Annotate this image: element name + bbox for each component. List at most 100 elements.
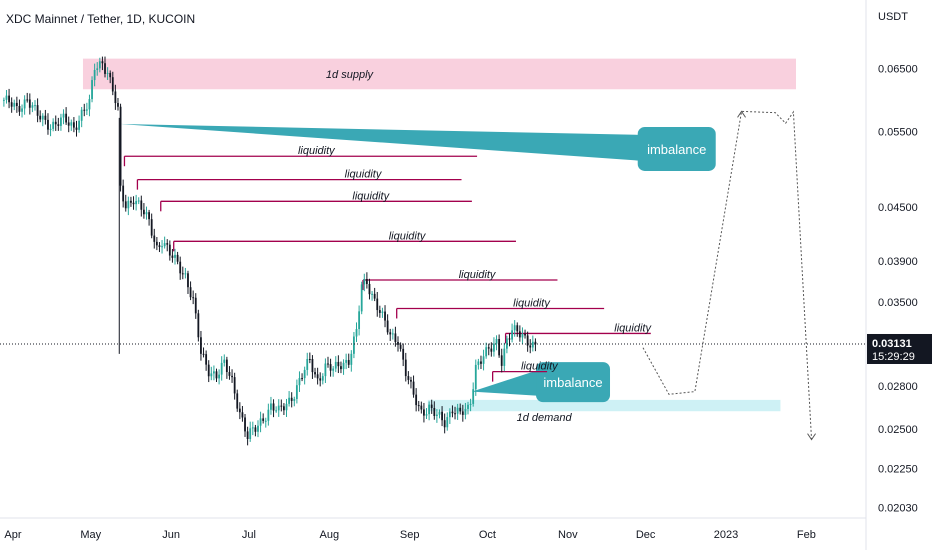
- candle-body: [65, 113, 68, 123]
- candle-body: [358, 311, 361, 330]
- candle: [342, 359, 345, 375]
- candle: [264, 417, 267, 428]
- candle: [410, 376, 412, 389]
- candle-body: [283, 406, 285, 411]
- candle-body: [371, 293, 373, 295]
- candle: [31, 102, 34, 113]
- candle: [54, 115, 57, 131]
- candle: [47, 113, 49, 135]
- candle-body: [264, 420, 267, 422]
- candle-body: [469, 403, 472, 405]
- candle-body: [23, 99, 26, 109]
- imbalance-callout: [536, 362, 611, 403]
- x-tick-label: Dec: [636, 529, 656, 541]
- candle-body: [137, 200, 140, 202]
- candle: [365, 272, 368, 289]
- candle: [420, 401, 423, 414]
- candle-body: [34, 105, 36, 107]
- candle: [171, 248, 174, 263]
- candle-body: [399, 344, 402, 349]
- candle-body: [412, 381, 415, 395]
- x-tick-label: Apr: [4, 529, 21, 541]
- candle-body: [482, 356, 485, 364]
- candle: [321, 373, 324, 385]
- candle-body: [127, 200, 130, 209]
- candle-body: [119, 106, 122, 186]
- candle: [80, 106, 83, 128]
- candle-body: [467, 404, 469, 409]
- candle: [65, 107, 68, 125]
- candle: [155, 237, 158, 251]
- candle-body: [70, 122, 73, 126]
- candle: [495, 335, 498, 351]
- candle-body: [314, 372, 316, 375]
- candle-body: [454, 413, 456, 415]
- candle-body: [490, 348, 493, 352]
- candle: [34, 100, 36, 111]
- candle: [503, 342, 506, 372]
- candle-body: [163, 243, 166, 247]
- candle-body: [41, 115, 44, 120]
- y-tick-label: 0.02030: [878, 502, 918, 514]
- candle-body: [197, 313, 200, 338]
- candle: [350, 350, 353, 372]
- imbalance-wedge: [471, 368, 545, 397]
- candle: [459, 403, 462, 415]
- candle-body: [288, 397, 291, 404]
- candle: [41, 113, 44, 127]
- candle: [135, 194, 138, 211]
- candle: [26, 92, 29, 103]
- candle: [192, 290, 195, 305]
- candle-body: [534, 341, 537, 345]
- candle-body: [212, 371, 215, 374]
- candle: [319, 372, 322, 387]
- candle-body: [15, 102, 18, 106]
- candle: [70, 119, 73, 131]
- candle-body: [262, 418, 265, 421]
- imbalance-label: imbalance: [647, 142, 706, 157]
- candle: [246, 426, 249, 446]
- candle: [493, 337, 495, 357]
- candle-body: [130, 200, 132, 203]
- candle-body: [272, 403, 275, 411]
- labels-layer: 1d supply 1d demand imbalance imbalance liqu…: [298, 69, 706, 424]
- candle-body: [259, 418, 262, 426]
- candle-body: [106, 72, 109, 74]
- candle-body: [384, 311, 386, 321]
- candle-body: [135, 201, 138, 205]
- candle-body: [360, 284, 363, 312]
- candle-body: [194, 297, 197, 314]
- candle: [10, 97, 13, 113]
- candle: [241, 405, 244, 422]
- candle: [57, 117, 60, 131]
- candle: [215, 368, 218, 382]
- candle: [52, 118, 55, 132]
- candle: [187, 270, 189, 294]
- candle-body: [72, 122, 75, 128]
- candle-body: [446, 417, 449, 428]
- candle: [158, 242, 161, 253]
- candle-body: [171, 255, 174, 258]
- candle: [472, 382, 475, 407]
- y-tick-label: 0.04500: [878, 202, 918, 214]
- candle: [91, 76, 93, 103]
- candle-body: [472, 389, 475, 404]
- candle-body: [49, 128, 52, 130]
- candle-body: [389, 332, 392, 335]
- candle-body: [319, 378, 322, 381]
- candle: [60, 113, 62, 131]
- candle-body: [376, 298, 379, 311]
- candle: [44, 109, 47, 125]
- candle: [72, 117, 75, 133]
- candle: [360, 281, 363, 315]
- candle-body: [54, 121, 57, 125]
- candle: [101, 56, 104, 71]
- candle: [332, 366, 335, 377]
- candle: [347, 353, 350, 368]
- candle: [353, 332, 355, 359]
- candle-body: [184, 273, 187, 275]
- candle-body: [378, 310, 381, 313]
- candle: [150, 213, 153, 239]
